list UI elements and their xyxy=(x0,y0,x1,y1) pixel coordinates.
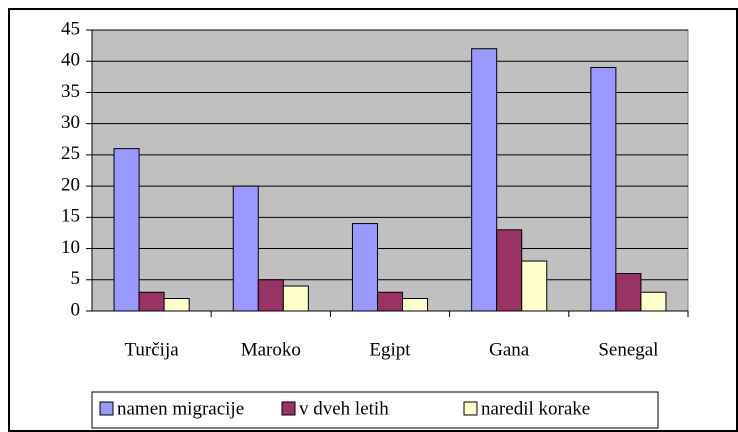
legend-swatch xyxy=(99,401,114,416)
plot-area xyxy=(91,29,689,312)
legend-swatch xyxy=(281,401,296,416)
x-tick-label: Senegal xyxy=(598,339,658,360)
bar xyxy=(282,285,309,312)
bar xyxy=(376,291,404,312)
bar xyxy=(113,148,140,312)
legend-swatch xyxy=(463,401,478,416)
y-tick-label: 25 xyxy=(61,143,80,164)
bar xyxy=(496,229,523,312)
y-tick-label: 5 xyxy=(71,268,81,289)
y-tick-label: 10 xyxy=(61,237,80,258)
y-tick-label: 0 xyxy=(71,299,81,320)
bar xyxy=(351,223,378,312)
x-tick-label: Gana xyxy=(489,339,530,360)
x-tick-label: Maroko xyxy=(241,339,301,360)
x-tick-label: Egipt xyxy=(369,339,411,360)
legend-box xyxy=(91,391,659,429)
legend-label: namen migracije xyxy=(117,398,244,419)
legend-label: naredil korake xyxy=(481,398,590,419)
x-tick-label: Turčija xyxy=(124,339,179,360)
bar xyxy=(138,291,165,312)
y-tick-label: 20 xyxy=(61,174,80,195)
y-tick-label: 30 xyxy=(61,112,80,133)
legend-label: v dveh letih xyxy=(299,398,389,419)
y-tick-label: 40 xyxy=(61,50,80,71)
bar xyxy=(615,273,642,312)
bar xyxy=(257,279,284,312)
bar xyxy=(402,298,429,312)
bar xyxy=(521,260,548,312)
bar xyxy=(590,66,617,312)
bar xyxy=(232,185,259,312)
y-tick-label: 45 xyxy=(61,18,80,39)
y-tick-label: 35 xyxy=(61,81,80,102)
y-tick-label: 15 xyxy=(61,206,80,227)
bar xyxy=(471,48,498,312)
bar xyxy=(163,298,190,312)
bar xyxy=(640,291,667,312)
